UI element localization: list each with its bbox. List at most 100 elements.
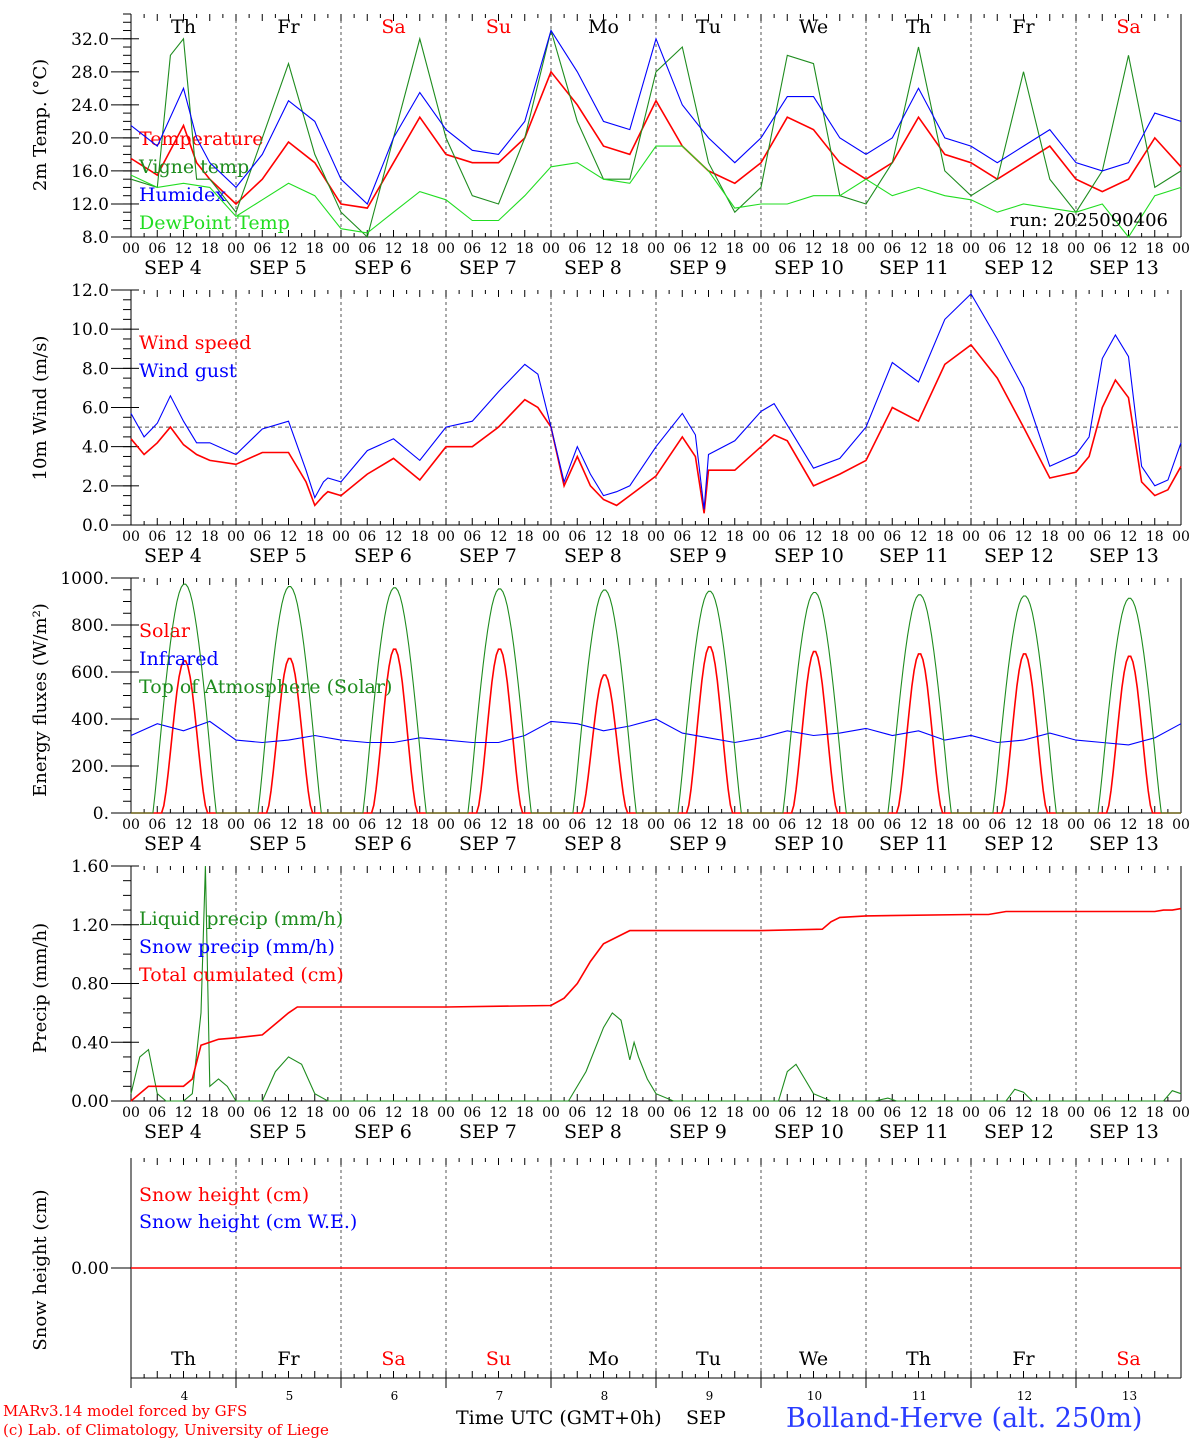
x-tick-label: 06: [1093, 241, 1111, 257]
y-tick-label: 0.00: [71, 1092, 109, 1112]
x-tick-label: 00: [962, 529, 980, 545]
x-tick-label: 06: [673, 817, 691, 833]
series-line: [130, 343, 1182, 514]
x-tick-label: 00: [227, 529, 245, 545]
x-tick-label: 06: [568, 241, 586, 257]
date-label: SEP 12: [984, 545, 1054, 567]
x-tick-label: 00: [122, 241, 140, 257]
x-tick-label: 00: [332, 241, 350, 257]
x-tick-label: 12: [280, 1105, 298, 1121]
x-tick-label: 00: [1172, 817, 1190, 833]
x-tick-label: 12: [1120, 1105, 1138, 1121]
x-tick-label: 00: [437, 817, 455, 833]
x-tick-label: 12: [490, 817, 508, 833]
date-label: SEP 7: [459, 1121, 517, 1143]
series-line: [130, 145, 1182, 238]
x-tick-label: 12: [910, 529, 928, 545]
x-tick-label: 12: [175, 241, 193, 257]
date-label: SEP 8: [564, 545, 622, 567]
x-tick-label: 00: [227, 241, 245, 257]
x-tick-label: 18: [621, 817, 639, 833]
day-number-label: 10: [807, 1389, 822, 1403]
weekday-label: Fr: [277, 16, 300, 38]
date-label: SEP 12: [984, 1121, 1054, 1143]
x-tick-label: 18: [936, 1105, 954, 1121]
x-tick-label: 18: [201, 529, 219, 545]
date-label: SEP 11: [879, 1121, 949, 1143]
date-label: SEP 5: [249, 545, 307, 567]
weekday-label: Fr: [277, 1348, 300, 1370]
y-tick-label: 10.0: [71, 320, 109, 340]
x-tick-label: 00: [962, 817, 980, 833]
date-label: SEP 7: [459, 545, 517, 567]
y-tick-label: 200.: [71, 757, 109, 777]
date-label: SEP 6: [354, 833, 412, 855]
day-number-label: 5: [286, 1389, 294, 1403]
legend-label: Wind gust: [139, 360, 237, 382]
weekday-label: Th: [171, 16, 196, 38]
series-line: [130, 865, 1182, 1102]
x-tick-label: 12: [1015, 817, 1033, 833]
y-tick-label: 600.: [71, 663, 109, 683]
date-label: SEP 6: [354, 1121, 412, 1143]
day-number-label: 13: [1122, 1389, 1137, 1403]
x-tick-label: 06: [463, 817, 481, 833]
y-tick-label: 0.0: [82, 516, 109, 536]
x-tick-label: 12: [1015, 529, 1033, 545]
x-tick-label: 00: [227, 817, 245, 833]
x-tick-label: 12: [595, 241, 613, 257]
x-tick-label: 06: [568, 529, 586, 545]
y-axis-label: Precip (mm/h): [30, 923, 51, 1053]
x-tick-label: 00: [122, 1105, 140, 1121]
weekday-label: Tu: [696, 16, 721, 38]
date-label: SEP 11: [879, 833, 949, 855]
x-tick-label: 12: [385, 817, 403, 833]
x-tick-label: 00: [332, 817, 350, 833]
x-tick-label: 18: [306, 529, 324, 545]
x-tick-label: 06: [253, 241, 271, 257]
x-tick-label: 00: [1067, 241, 1085, 257]
x-tick-label: 18: [1146, 241, 1164, 257]
x-tick-label: 18: [621, 529, 639, 545]
x-tick-label: 00: [962, 241, 980, 257]
weekday-label: Th: [906, 16, 931, 38]
panel-5: 0.00 Snow height (cm) Th Fr Sa Su Mo Tu We Th Fr Sa…: [30, 1184, 1181, 1370]
x-tick-label: 06: [358, 1105, 376, 1121]
date-label: SEP 5: [249, 833, 307, 855]
y-tick-label: 20.0: [71, 129, 109, 149]
x-tick-label: 00: [647, 1105, 665, 1121]
y-axis-label: Snow height (cm): [30, 1189, 51, 1350]
x-tick-label: 12: [175, 529, 193, 545]
date-label: SEP 5: [249, 1121, 307, 1143]
panel-3: 0. 200. 400. 600. 800. 1000. Energy fluxes (W/…: [30, 569, 1190, 855]
date-label: SEP 13: [1089, 257, 1159, 279]
y-tick-label: 800.: [71, 616, 109, 636]
x-tick-label: 12: [1120, 817, 1138, 833]
x-tick-label: 00: [542, 1105, 560, 1121]
legend-label: Snow height (cm): [139, 1184, 309, 1206]
x-tick-label: 00: [647, 241, 665, 257]
x-tick-label: 06: [673, 1105, 691, 1121]
y-tick-label: 2.0: [82, 477, 109, 497]
series-line: [130, 29, 1182, 205]
date-label: SEP 9: [669, 833, 727, 855]
x-tick-label: 18: [516, 529, 534, 545]
date-label: SEP 10: [774, 545, 844, 567]
x-axis-label: Time UTC (GMT+0h): [456, 1407, 662, 1429]
series-line: [130, 718, 1182, 746]
x-tick-label: 18: [726, 1105, 744, 1121]
x-tick-label: 18: [1041, 817, 1059, 833]
y-tick-label: 0.: [93, 804, 109, 824]
x-tick-label: 06: [568, 817, 586, 833]
x-tick-label: 18: [621, 241, 639, 257]
x-tick-label: 12: [805, 817, 823, 833]
x-tick-label: 06: [1093, 1105, 1111, 1121]
x-tick-label: 00: [752, 241, 770, 257]
weekday-label: Sa: [381, 1348, 405, 1370]
x-tick-label: 00: [542, 241, 560, 257]
x-tick-label: 12: [385, 241, 403, 257]
date-label: SEP 10: [774, 257, 844, 279]
x-tick-label: 00: [752, 817, 770, 833]
x-tick-label: 12: [805, 1105, 823, 1121]
